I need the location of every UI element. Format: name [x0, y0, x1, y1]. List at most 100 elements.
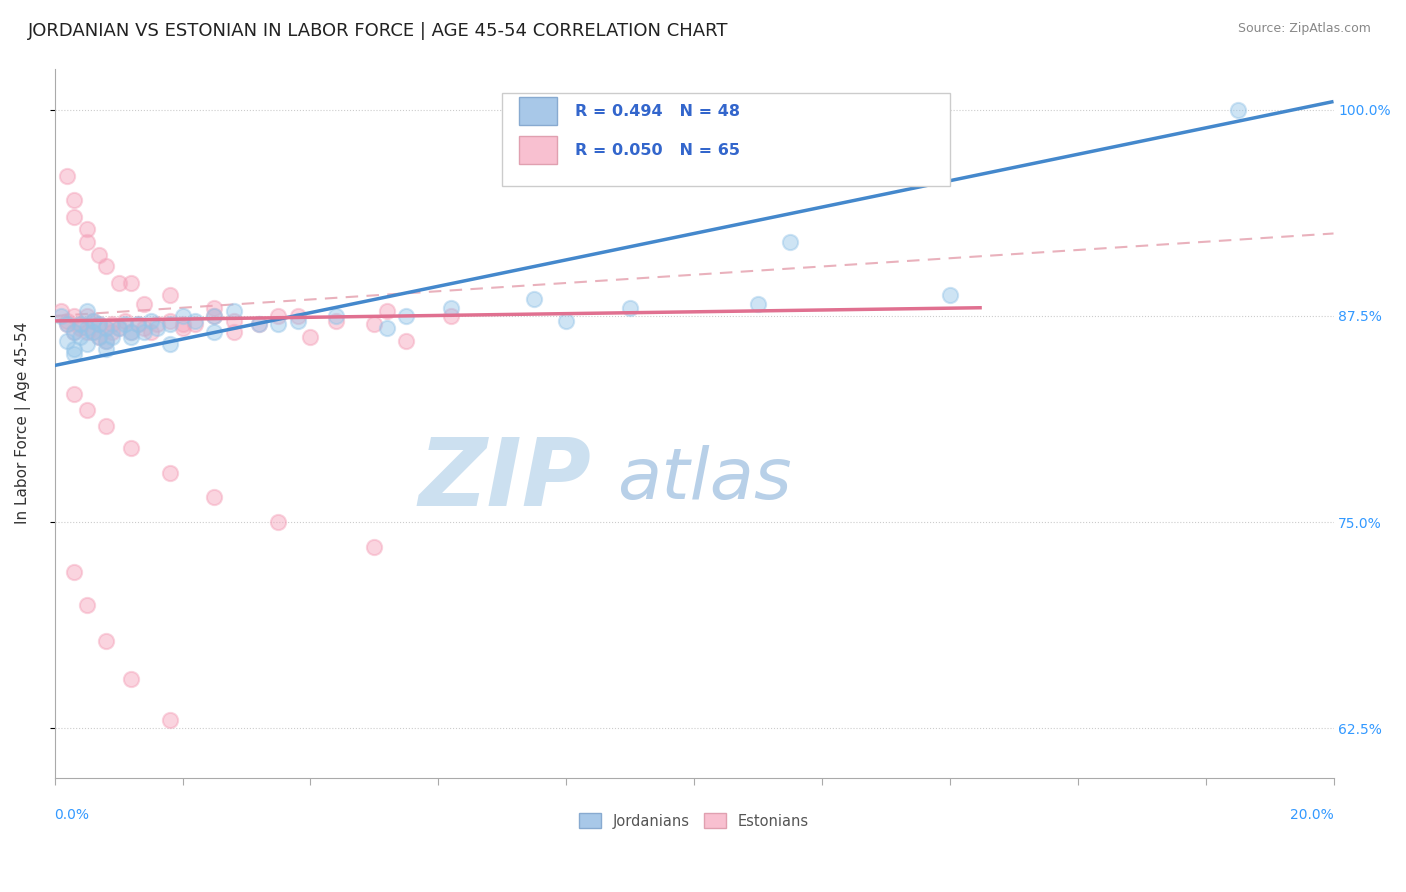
Point — [101, 317, 124, 331]
Point — [62, 309, 84, 323]
Point — [267, 309, 290, 323]
Point — [76, 326, 98, 340]
Point — [94, 419, 117, 434]
Point — [134, 320, 156, 334]
FancyBboxPatch shape — [519, 97, 557, 125]
Point — [127, 317, 149, 331]
Point — [363, 317, 385, 331]
Point — [89, 330, 111, 344]
Point — [94, 334, 117, 348]
Point — [159, 314, 181, 328]
Point — [299, 330, 322, 344]
Point — [267, 317, 290, 331]
Point — [94, 334, 117, 348]
Point — [82, 326, 104, 340]
Point — [62, 565, 84, 579]
Point — [440, 301, 463, 315]
Point — [159, 337, 181, 351]
Point — [1226, 103, 1249, 117]
Point — [69, 317, 91, 331]
Point — [76, 235, 98, 249]
Point — [76, 598, 98, 612]
Point — [62, 326, 84, 340]
Point — [62, 194, 84, 208]
Point — [114, 314, 136, 328]
Point — [94, 342, 117, 356]
Point — [62, 210, 84, 224]
Point — [134, 326, 156, 340]
Point — [120, 276, 142, 290]
Point — [159, 713, 181, 727]
Point — [440, 309, 463, 323]
Text: ZIP: ZIP — [419, 434, 592, 526]
Point — [204, 309, 226, 323]
Point — [89, 317, 111, 331]
Point — [395, 334, 418, 348]
Point — [76, 221, 98, 235]
FancyBboxPatch shape — [519, 136, 557, 164]
Point — [287, 309, 309, 323]
FancyBboxPatch shape — [502, 94, 950, 186]
Point — [56, 334, 79, 348]
Point — [127, 317, 149, 331]
Point — [375, 304, 398, 318]
Point — [120, 672, 142, 686]
Point — [69, 320, 91, 334]
Point — [267, 515, 290, 529]
Point — [184, 317, 207, 331]
Point — [107, 320, 129, 334]
Point — [120, 326, 142, 340]
Point — [204, 309, 226, 323]
Point — [184, 314, 207, 328]
Point — [101, 330, 124, 344]
Point — [222, 304, 245, 318]
Point — [146, 317, 169, 331]
Point — [120, 326, 142, 340]
Point — [363, 540, 385, 554]
Point — [49, 304, 72, 318]
Point — [62, 386, 84, 401]
Point — [56, 317, 79, 331]
Point — [555, 314, 578, 328]
Point — [89, 330, 111, 344]
Point — [56, 314, 79, 328]
Point — [76, 309, 98, 323]
Point — [204, 301, 226, 315]
Point — [375, 320, 398, 334]
Point — [172, 309, 194, 323]
Point — [76, 320, 98, 334]
Point — [523, 293, 546, 307]
Point — [76, 304, 98, 318]
Point — [62, 342, 84, 356]
Point — [120, 441, 142, 455]
Point — [247, 317, 270, 331]
Point — [107, 320, 129, 334]
Point — [287, 314, 309, 328]
Point — [159, 287, 181, 301]
Point — [779, 235, 801, 249]
Point — [94, 320, 117, 334]
Point — [325, 314, 347, 328]
Text: R = 0.050   N = 65: R = 0.050 N = 65 — [575, 143, 740, 158]
Point — [120, 330, 142, 344]
Point — [395, 309, 418, 323]
Y-axis label: In Labor Force | Age 45-54: In Labor Force | Age 45-54 — [15, 322, 31, 524]
Point — [94, 320, 117, 334]
Point — [172, 320, 194, 334]
Text: R = 0.494   N = 48: R = 0.494 N = 48 — [575, 103, 740, 119]
Text: JORDANIAN VS ESTONIAN IN LABOR FORCE | AGE 45-54 CORRELATION CHART: JORDANIAN VS ESTONIAN IN LABOR FORCE | A… — [28, 22, 728, 40]
Point — [62, 326, 84, 340]
Point — [222, 326, 245, 340]
Point — [69, 317, 91, 331]
Point — [89, 248, 111, 262]
Legend: Jordanians, Estonians: Jordanians, Estonians — [574, 807, 815, 834]
Point — [62, 347, 84, 361]
Point — [89, 317, 111, 331]
Text: 0.0%: 0.0% — [55, 807, 90, 822]
Point — [56, 317, 79, 331]
Point — [139, 326, 162, 340]
Point — [101, 326, 124, 340]
Point — [82, 326, 104, 340]
Point — [159, 466, 181, 480]
Point — [747, 297, 769, 311]
